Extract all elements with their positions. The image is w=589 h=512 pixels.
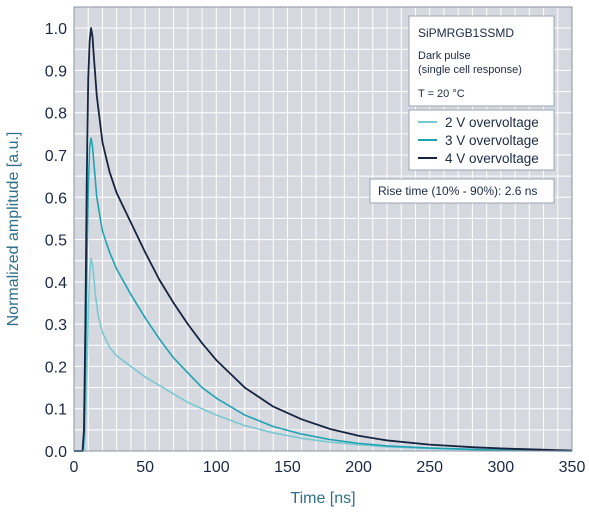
x-axis-label: Time [ns] xyxy=(290,490,355,507)
legend-label-3: 4 V overvoltage xyxy=(445,151,539,166)
y-tick-label: 1.0 xyxy=(45,21,67,38)
info-box-line3: T = 20 °C xyxy=(418,88,465,100)
y-tick-label: 0.2 xyxy=(45,359,67,376)
info-box-line2: (single cell response) xyxy=(418,64,522,76)
info-box-line1: Dark pulse xyxy=(418,50,471,62)
plot-border xyxy=(73,6,573,452)
rise-time-annotation: Rise time (10% - 90%): 2.6 ns xyxy=(369,178,555,204)
legend-label-1: 2 V overvoltage xyxy=(445,115,539,130)
info-box-title: SiPMRGB1SSMD xyxy=(418,26,514,40)
y-tick-label: 0.6 xyxy=(45,190,67,207)
x-tick-label: 300 xyxy=(488,459,515,476)
y-tick-label: 0.7 xyxy=(45,148,67,165)
x-tick-label: 350 xyxy=(559,459,586,476)
series-layer xyxy=(74,27,573,452)
y-tick-label: 0.3 xyxy=(45,317,67,334)
rise-time-text: Rise time (10% - 90%): 2.6 ns xyxy=(378,184,537,198)
legend-label-2: 3 V overvoltage xyxy=(445,133,539,148)
x-tick-label: 50 xyxy=(136,459,154,476)
x-tick-label: 200 xyxy=(345,459,372,476)
y-tick-label: 0.5 xyxy=(45,233,67,250)
x-tick-label: 0 xyxy=(70,459,79,476)
y-tick-label: 0.8 xyxy=(45,106,67,123)
x-tick-label: 250 xyxy=(416,459,443,476)
series-line-2 xyxy=(74,137,573,452)
info-box: SiPMRGB1SSMD Dark pulse (single cell res… xyxy=(408,15,555,107)
legend: 2 V overvoltage 3 V overvoltage 4 V over… xyxy=(408,109,555,171)
y-tick-label: 0.4 xyxy=(45,275,67,292)
series-line-3 xyxy=(74,27,573,452)
ticks: 0 50 100 150 200 250 300 350 0.0 0.1 0.2 0.3 0.4 0.5 0… xyxy=(45,6,586,476)
x-tick-label: 150 xyxy=(274,459,301,476)
grid xyxy=(74,7,572,451)
x-tick-label: 100 xyxy=(203,459,230,476)
y-tick-label: 0.1 xyxy=(45,402,67,419)
y-tick-label: 0.0 xyxy=(45,444,67,461)
y-axis-label: Normalized amplitude [a.u.] xyxy=(5,132,22,327)
y-tick-label: 0.9 xyxy=(45,63,67,80)
